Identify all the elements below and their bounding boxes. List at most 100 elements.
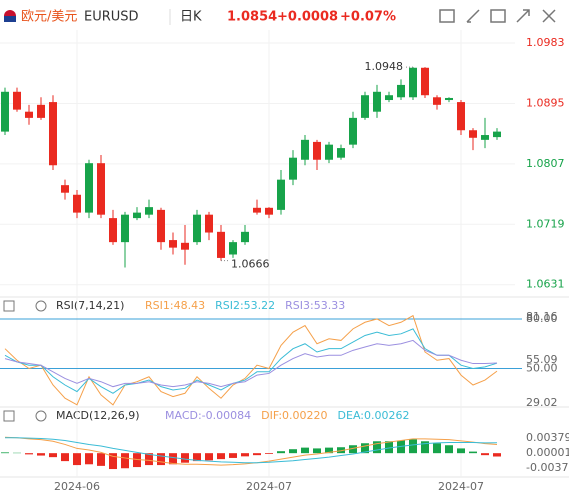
macd-bar: [409, 439, 417, 454]
macd-bar: [421, 441, 429, 454]
y-tick-label: 81.16: [526, 310, 558, 323]
candle-body: [373, 91, 381, 112]
x-tick-label: 2024-07: [246, 480, 292, 493]
y-tick-label: 1.0631: [526, 278, 565, 291]
draw-icon[interactable]: [466, 9, 480, 23]
candle-body: [349, 117, 357, 145]
candle-body: [469, 130, 477, 138]
candle-body: [253, 207, 261, 213]
macd-bar: [1, 452, 9, 454]
y-tick-label: 29.02: [526, 396, 558, 409]
y-tick-label: 80.00: [526, 312, 558, 325]
macd-bar: [25, 453, 33, 455]
macd-bar: [193, 453, 201, 462]
legend-entry: RSI2:53.22: [215, 299, 275, 312]
candle-body: [241, 231, 249, 243]
macd-bar: [457, 448, 465, 454]
macd-bar: [445, 445, 453, 454]
macd-bar: [169, 453, 177, 465]
macd-bar: [349, 445, 357, 454]
macd-bar: [157, 453, 165, 466]
candle-body: [97, 163, 105, 215]
macd-bar: [385, 441, 393, 454]
price: 1.0854: [227, 10, 277, 25]
eye-icon[interactable]: [3, 410, 15, 422]
change-pct: +0.07%: [340, 10, 396, 25]
candle-body: [361, 95, 369, 118]
legend-entry: MACD:-0.00084: [165, 409, 251, 422]
rsi-line: [4, 314, 498, 406]
candle-body: [229, 242, 237, 255]
macd-title: MACD(12,26,9): [56, 409, 140, 422]
close-icon[interactable]: [542, 9, 556, 23]
candle-body: [85, 163, 93, 213]
y-tick-label: 0.00379: [526, 431, 569, 444]
y-tick-label: 1.0895: [526, 96, 565, 109]
pair-name: 欧元/美元: [21, 10, 77, 25]
legend-entry: DIF:0.00220: [261, 409, 327, 422]
macd-bar: [493, 453, 501, 457]
macd-bar: [337, 447, 345, 454]
candle-body: [205, 214, 213, 233]
candle-body: [457, 102, 465, 131]
candle-body: [25, 111, 33, 118]
rsi-title: RSI(7,14,21): [56, 299, 124, 312]
candle-body: [289, 157, 297, 180]
settings-icon[interactable]: [490, 9, 506, 23]
legend-entry: DEA:0.00262: [338, 409, 410, 422]
eye-icon[interactable]: [3, 300, 15, 312]
macd-bar: [373, 441, 381, 454]
rsi-line: [4, 339, 498, 388]
macd-bar: [361, 443, 369, 454]
macd-bar: [289, 449, 297, 454]
indicator-icon[interactable]: [439, 9, 455, 23]
macd-bar: [73, 453, 81, 466]
candle-body: [385, 95, 393, 101]
period[interactable]: 日K: [180, 10, 202, 25]
y-tick-label: 0.00001: [526, 446, 569, 459]
legend-entry: RSI3:53.33: [285, 299, 345, 312]
macd-bar: [241, 453, 249, 457]
macd-bar: [37, 453, 45, 456]
macd-bar: [433, 443, 441, 454]
candle-body: [1, 91, 9, 132]
legend-entry: RSI1:48.43: [145, 299, 205, 312]
candle-body: [409, 67, 417, 98]
macd-bar: [301, 447, 309, 454]
rsi-line: [4, 328, 498, 394]
macd-bar: [97, 453, 105, 466]
candle-body: [301, 139, 309, 160]
y-tick-label: 55.09: [526, 353, 558, 366]
candle-body: [13, 91, 21, 110]
header: 欧元/美元 EURUSD 日K 1.0854 +0.0008 +0.07%: [4, 9, 556, 25]
macd-bar: [469, 451, 477, 454]
annotation: 1.0666: [231, 258, 270, 271]
candle-body: [397, 84, 405, 98]
macd-bar: [313, 448, 321, 454]
candle-body: [145, 207, 153, 215]
macd-bar: [181, 453, 189, 463]
expand-icon[interactable]: [516, 9, 530, 23]
gear-icon[interactable]: [35, 410, 47, 422]
candle-body: [121, 214, 129, 243]
gear-icon[interactable]: [35, 300, 47, 312]
candle-body: [37, 104, 45, 118]
macd-bar: [109, 453, 117, 470]
macd-bar: [133, 453, 141, 468]
macd-bar: [205, 453, 213, 461]
candle-body: [73, 194, 81, 213]
symbol: EURUSD: [84, 10, 139, 25]
y-tick-label: 1.0719: [526, 217, 565, 230]
x-tick-label: 2024-06: [54, 480, 100, 493]
candle-body: [337, 148, 345, 158]
candle-body: [109, 218, 117, 243]
macd-bar: [121, 453, 129, 469]
y-tick-label: 50.00: [526, 361, 558, 374]
candle-body: [133, 212, 141, 219]
panel-icons: [3, 300, 47, 422]
candle-body: [169, 240, 177, 248]
candle-body: [61, 185, 69, 193]
x-tick-label: 2024-07: [438, 480, 484, 493]
candle-body: [481, 135, 489, 140]
candle-body: [313, 141, 321, 160]
